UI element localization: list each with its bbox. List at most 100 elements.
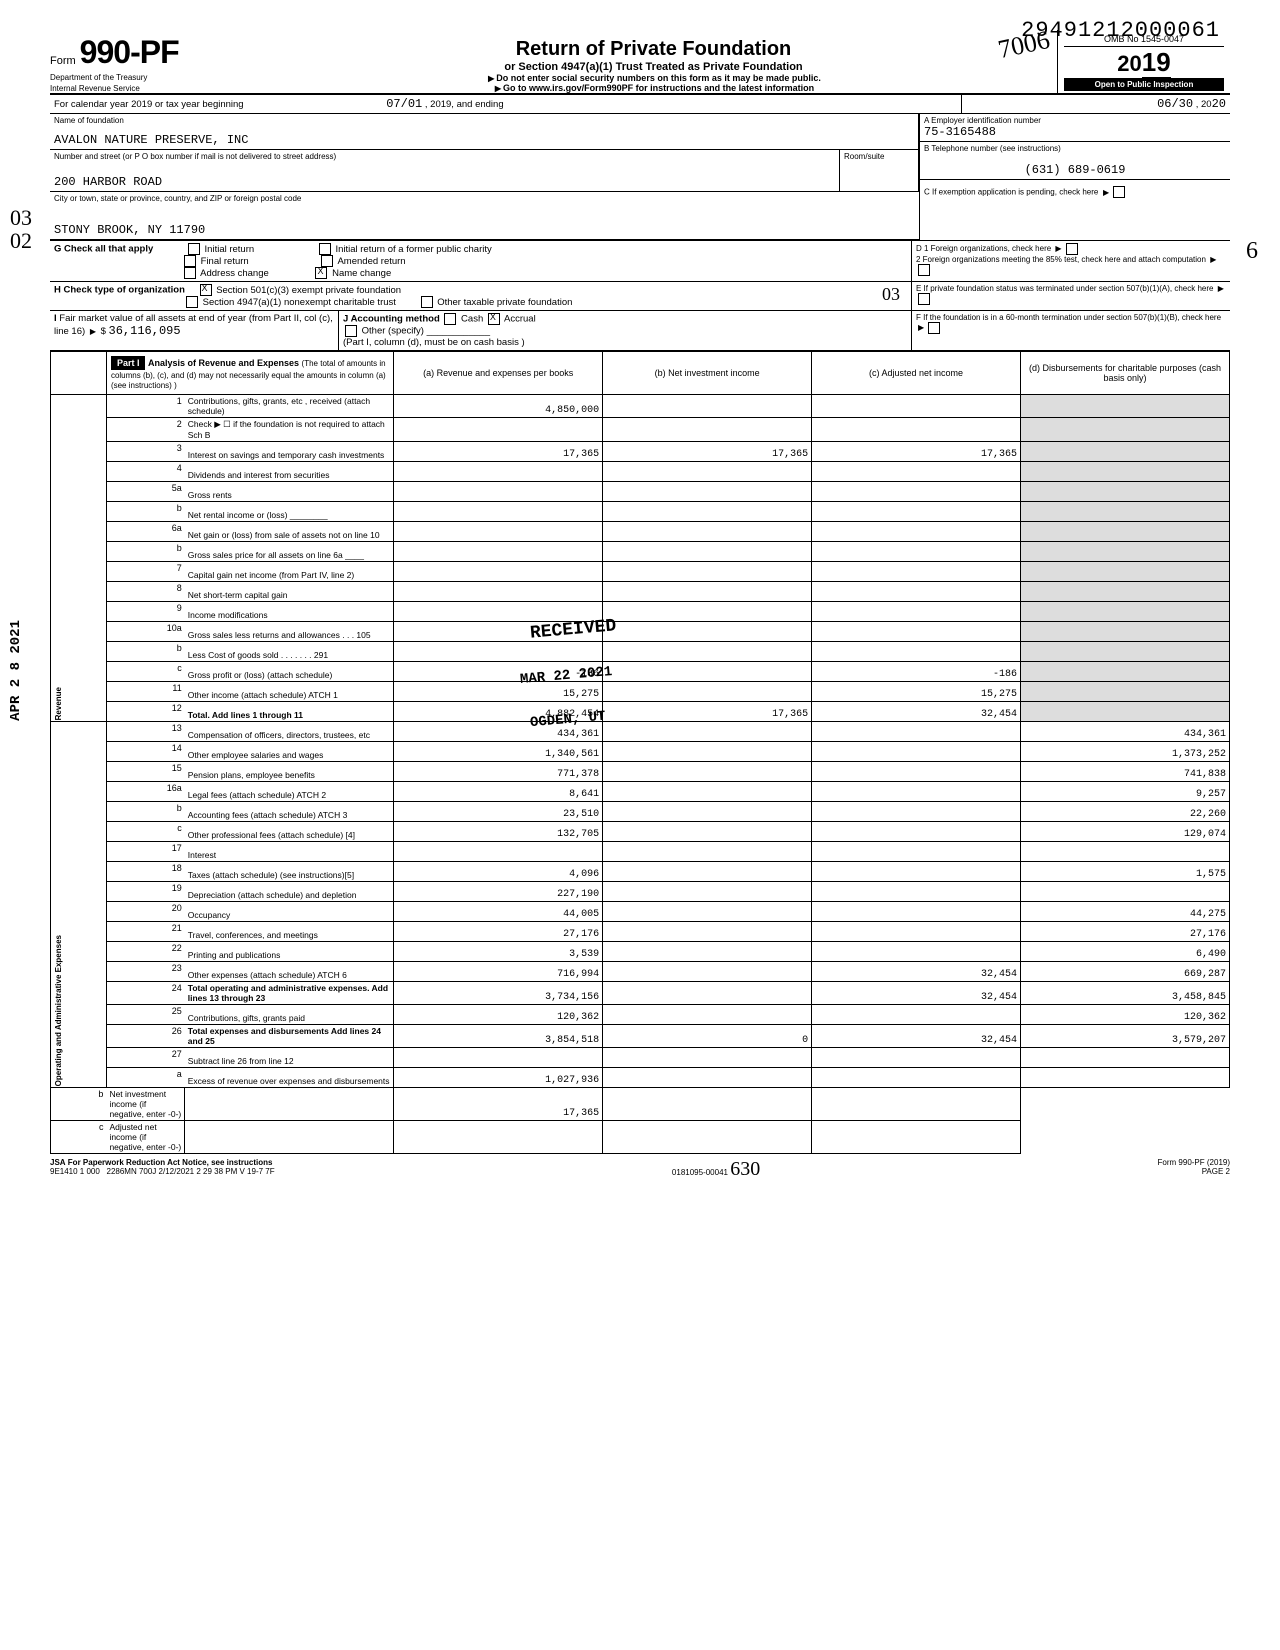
col-d (1021, 702, 1230, 722)
col-d: 741,838 (1021, 762, 1230, 782)
d2-label: 2 Foreign organizations meeting the 85% … (916, 255, 1206, 264)
footer-form: Form 990-PF (2019) (1158, 1158, 1230, 1167)
row-num: 21 (106, 922, 184, 942)
col-c (812, 922, 1021, 942)
col-c (812, 722, 1021, 742)
row-desc: Excess of revenue over expenses and disb… (185, 1068, 394, 1088)
e-checkbox[interactable] (918, 293, 930, 305)
col-c (812, 782, 1021, 802)
dept-treasury: Department of the Treasury (50, 73, 250, 82)
col-a (394, 462, 603, 482)
g-opt-0: Initial return (205, 244, 255, 255)
col-a: 15,275 (394, 682, 603, 702)
row-desc: Net short-term capital gain (185, 582, 394, 602)
col-a: 227,190 (394, 882, 603, 902)
row-num: 11 (106, 682, 184, 702)
d1-checkbox[interactable] (1066, 243, 1078, 255)
row-desc: Taxes (attach schedule) (see instruction… (185, 862, 394, 882)
row-num: 26 (106, 1025, 184, 1048)
j-label: J Accounting method (343, 314, 440, 325)
col-d: 3,458,845 (1021, 982, 1230, 1005)
col-a: 716,994 (394, 962, 603, 982)
row-desc: Subtract line 26 from line 12 (185, 1048, 394, 1068)
d2-checkbox[interactable] (918, 264, 930, 276)
row-num: 17 (106, 842, 184, 862)
cash-basis-note: (Part I, column (d), must be on cash bas… (343, 337, 525, 348)
row-desc: Net gain or (loss) from sale of assets n… (185, 522, 394, 542)
col-b (603, 842, 812, 862)
row-desc: Dividends and interest from securities (185, 462, 394, 482)
col-d (1021, 1068, 1230, 1088)
tax-year: 19 (1142, 47, 1171, 78)
col-b (603, 542, 812, 562)
col-b (603, 462, 812, 482)
row-num: 4 (106, 462, 184, 482)
footer-run: 2286MN 700J 2/12/2021 2 29 38 PM V 19-7 … (107, 1167, 275, 1176)
g-opt-2: Address change (200, 268, 269, 279)
g-address[interactable] (184, 267, 196, 279)
g-amended[interactable] (321, 255, 333, 267)
h-4947[interactable] (186, 296, 198, 308)
col-d (1021, 1048, 1230, 1068)
col-b (603, 682, 812, 702)
row-num: 22 (106, 942, 184, 962)
col-d (812, 1121, 1021, 1154)
g-namechange[interactable] (315, 267, 327, 279)
address-label: Number and street (or P O box number if … (54, 152, 835, 161)
col-a: 23,510 (394, 802, 603, 822)
col-b (394, 1121, 603, 1154)
col-d (1021, 482, 1230, 502)
row-desc: Other professional fees (attach schedule… (185, 822, 394, 842)
col-b (603, 1048, 812, 1068)
col-d (1021, 462, 1230, 482)
annot-03: 03 (882, 284, 900, 305)
j-opt-other: Other (specify) (362, 326, 424, 337)
h-opt-2: Other taxable private foundation (437, 297, 572, 308)
col-c (812, 1048, 1021, 1068)
col-d: 22,260 (1021, 802, 1230, 822)
col-b-hdr: (b) Net investment income (603, 352, 812, 395)
g-final[interactable] (184, 255, 196, 267)
g-initial[interactable] (188, 243, 200, 255)
col-d (1021, 502, 1230, 522)
row-desc: Gross profit or (loss) (attach schedule) (185, 662, 394, 682)
h-501c3[interactable] (200, 284, 212, 296)
col-a: 3,734,156 (394, 982, 603, 1005)
col-a-hdr: (a) Revenue and expenses per books (394, 352, 603, 395)
f-label: F If the foundation is in a 60-month ter… (916, 313, 1221, 322)
col-a: 3,539 (394, 942, 603, 962)
col-b (603, 582, 812, 602)
irs: Internal Revenue Service (50, 84, 250, 93)
col-b (603, 1005, 812, 1025)
f-checkbox[interactable] (928, 322, 940, 334)
d1-label: D 1 Foreign organizations, check here (916, 244, 1051, 253)
col-b (603, 902, 812, 922)
row-num: 19 (106, 882, 184, 902)
col-b (603, 722, 812, 742)
col-c (812, 502, 1021, 522)
pra-notice: For Paperwork Reduction Act Notice, see … (68, 1158, 273, 1167)
g-initial-former[interactable] (319, 243, 331, 255)
col-c (812, 802, 1021, 822)
col-d (1021, 682, 1230, 702)
col-d (1021, 602, 1230, 622)
row-num: b (106, 642, 184, 662)
col-d: 129,074 (1021, 822, 1230, 842)
col-b (603, 922, 812, 942)
col-b (603, 862, 812, 882)
col-c: 32,454 (812, 702, 1021, 722)
col-d: 27,176 (1021, 922, 1230, 942)
col-b (603, 742, 812, 762)
row-num: a (106, 1068, 184, 1088)
form-number: 990-PF (80, 34, 179, 71)
j-cash[interactable] (444, 313, 456, 325)
j-accrual[interactable] (488, 313, 500, 325)
j-other[interactable] (345, 325, 357, 337)
col-c (812, 395, 1021, 418)
footer-line: 9E1410 1 000 (50, 1167, 100, 1176)
col-c: 32,454 (812, 1025, 1021, 1048)
c-checkbox[interactable] (1113, 186, 1125, 198)
col-c (812, 582, 1021, 602)
h-other-tax[interactable] (421, 296, 433, 308)
row-desc: Depreciation (attach schedule) and deple… (185, 882, 394, 902)
